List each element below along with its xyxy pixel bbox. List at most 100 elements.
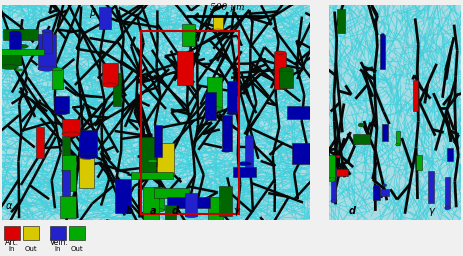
Bar bbox=[115, 179, 131, 213]
Bar bbox=[292, 143, 310, 164]
Ellipse shape bbox=[79, 154, 97, 159]
Text: In: In bbox=[55, 246, 61, 252]
Bar bbox=[9, 33, 21, 65]
Bar bbox=[328, 155, 335, 180]
Bar bbox=[396, 131, 400, 145]
Bar bbox=[245, 137, 253, 175]
Bar bbox=[208, 197, 223, 225]
Text: c: c bbox=[298, 57, 303, 67]
Text: d: d bbox=[172, 206, 179, 216]
Text: b: b bbox=[125, 206, 132, 216]
Ellipse shape bbox=[62, 169, 70, 172]
Bar bbox=[428, 171, 433, 203]
Bar bbox=[373, 187, 380, 200]
Text: 500 μm: 500 μm bbox=[210, 3, 244, 12]
Text: $\gamma$: $\gamma$ bbox=[428, 206, 436, 218]
Ellipse shape bbox=[102, 83, 118, 87]
Ellipse shape bbox=[227, 112, 237, 115]
Bar bbox=[113, 73, 121, 106]
Bar bbox=[141, 31, 239, 214]
Ellipse shape bbox=[206, 106, 222, 111]
Bar bbox=[352, 134, 370, 144]
Bar bbox=[177, 51, 193, 85]
Bar bbox=[206, 77, 222, 109]
Bar bbox=[139, 137, 156, 173]
Bar bbox=[279, 70, 293, 89]
Ellipse shape bbox=[275, 51, 286, 54]
Bar bbox=[447, 148, 453, 161]
Bar bbox=[380, 189, 389, 196]
Ellipse shape bbox=[208, 223, 223, 227]
Bar bbox=[42, 31, 52, 53]
Ellipse shape bbox=[0, 65, 19, 69]
Text: Out: Out bbox=[71, 246, 83, 252]
Bar bbox=[63, 155, 76, 191]
Bar bbox=[102, 63, 118, 85]
Bar bbox=[205, 92, 216, 120]
Text: $\beta$: $\beta$ bbox=[88, 6, 96, 20]
Bar bbox=[182, 24, 195, 46]
Bar bbox=[50, 226, 66, 240]
Text: Vein.: Vein. bbox=[50, 238, 69, 247]
Bar bbox=[416, 155, 422, 170]
Bar bbox=[157, 144, 174, 175]
Bar bbox=[60, 196, 76, 218]
Bar bbox=[287, 106, 314, 119]
Ellipse shape bbox=[222, 149, 232, 152]
Ellipse shape bbox=[79, 155, 94, 159]
Text: In: In bbox=[9, 246, 15, 252]
Bar bbox=[381, 35, 385, 69]
Bar bbox=[382, 124, 388, 141]
Ellipse shape bbox=[336, 155, 340, 158]
Bar bbox=[328, 169, 348, 176]
Bar bbox=[38, 34, 56, 69]
Bar bbox=[143, 187, 159, 224]
Bar bbox=[275, 52, 286, 89]
Bar bbox=[99, 7, 111, 29]
Ellipse shape bbox=[55, 111, 69, 115]
Ellipse shape bbox=[381, 34, 385, 36]
Bar bbox=[445, 177, 450, 208]
Bar bbox=[24, 226, 39, 240]
Bar bbox=[131, 172, 173, 179]
Bar bbox=[79, 130, 97, 156]
Bar bbox=[165, 205, 176, 221]
Bar bbox=[0, 49, 44, 55]
Ellipse shape bbox=[153, 209, 164, 212]
Text: Art.: Art. bbox=[5, 238, 19, 247]
Bar bbox=[153, 187, 164, 210]
Bar bbox=[227, 81, 237, 113]
Ellipse shape bbox=[13, 44, 28, 48]
Bar bbox=[62, 170, 70, 203]
Ellipse shape bbox=[279, 68, 293, 72]
Bar bbox=[413, 80, 419, 111]
Text: Out: Out bbox=[25, 246, 38, 252]
Ellipse shape bbox=[213, 29, 223, 31]
Ellipse shape bbox=[42, 30, 52, 32]
Ellipse shape bbox=[238, 162, 251, 166]
Bar bbox=[213, 15, 223, 30]
Ellipse shape bbox=[445, 206, 450, 210]
Text: $\gamma$: $\gamma$ bbox=[233, 206, 241, 218]
Text: d: d bbox=[349, 206, 356, 216]
Ellipse shape bbox=[15, 69, 23, 71]
Ellipse shape bbox=[9, 31, 21, 34]
Ellipse shape bbox=[147, 160, 157, 163]
Bar bbox=[69, 226, 85, 240]
Ellipse shape bbox=[245, 136, 253, 138]
Bar bbox=[52, 69, 63, 89]
Bar bbox=[222, 115, 232, 151]
Bar bbox=[186, 193, 197, 216]
Bar bbox=[55, 96, 69, 113]
Ellipse shape bbox=[373, 185, 380, 189]
Bar bbox=[3, 29, 38, 39]
Bar bbox=[233, 167, 256, 177]
Text: a: a bbox=[150, 206, 157, 216]
Text: $\alpha$: $\alpha$ bbox=[6, 201, 14, 211]
Ellipse shape bbox=[38, 66, 56, 71]
Bar bbox=[337, 9, 345, 33]
Ellipse shape bbox=[52, 68, 63, 71]
Bar bbox=[79, 157, 94, 188]
Bar bbox=[154, 188, 189, 198]
Bar bbox=[0, 53, 21, 65]
